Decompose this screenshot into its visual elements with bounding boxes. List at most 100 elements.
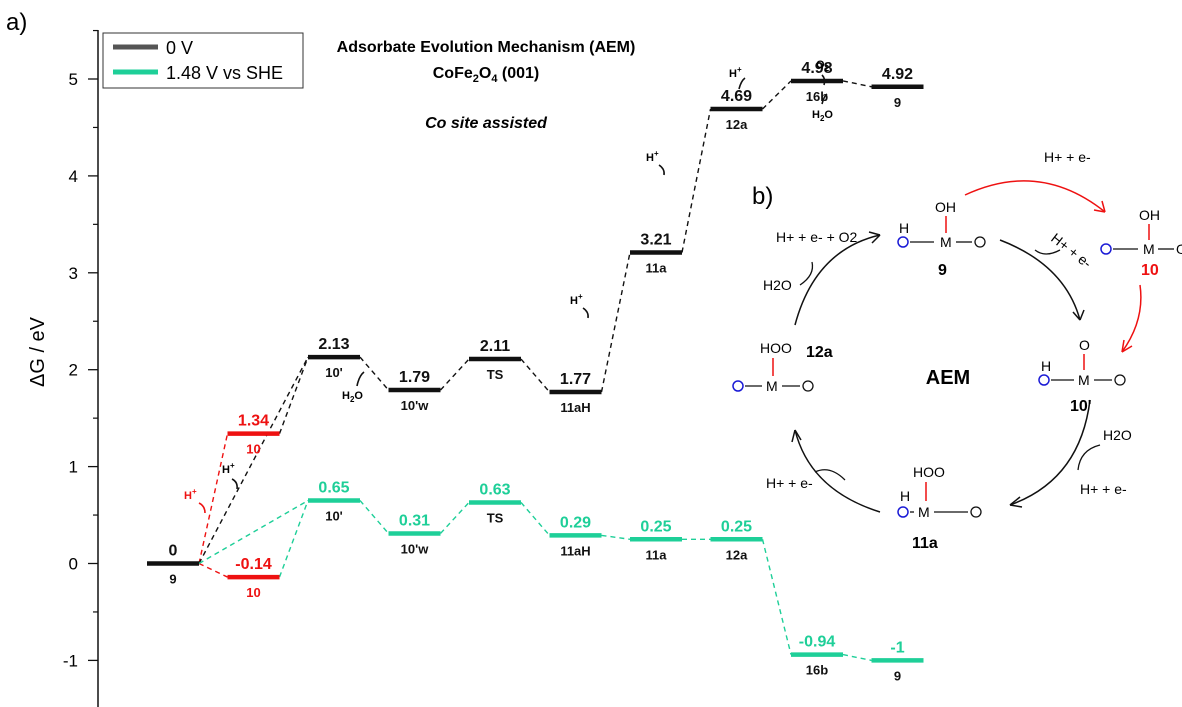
- oxygen-atom-icon: [732, 380, 744, 392]
- panel-a-label: a): [6, 9, 27, 36]
- level-connector: [198, 499, 309, 565]
- level-value-label: 3.21: [640, 231, 671, 248]
- step-label-9-to-10p: H+ + e-: [1048, 230, 1095, 272]
- level-value-label: 4.92: [882, 66, 913, 83]
- chart-subtitle: CoFe2O4 (001): [433, 65, 540, 85]
- level-connector: [761, 539, 792, 655]
- level-value-label: 0: [169, 543, 178, 560]
- level-state-label: 9: [894, 668, 901, 683]
- level-value-label: -0.14: [235, 556, 272, 573]
- panel-b-label: b): [752, 183, 773, 210]
- state-10-id: 10: [1141, 262, 1159, 279]
- annotation-h-plus-3: H+: [646, 149, 659, 164]
- metal-atom: M: [1143, 241, 1155, 257]
- step-annotations: H+ H+ H2O H+ H+ H+ O2 H2O: [184, 59, 833, 514]
- oxygen-atom-icon: [970, 506, 982, 518]
- cycle-arrow-9-to-10: [964, 180, 1106, 213]
- level-state-label: 10: [246, 585, 260, 600]
- level-value-label: 0.25: [721, 518, 752, 535]
- state-9-h: H: [899, 220, 909, 236]
- legend-box: [102, 32, 304, 89]
- level-value-label: -1: [890, 639, 904, 656]
- y-tick-label: 3: [69, 264, 78, 283]
- state-9-id: 9: [938, 262, 947, 279]
- cycle-state-10p: O H M 10': [1038, 337, 1126, 415]
- step-label-12a-in: H2O: [763, 277, 792, 293]
- y-axis: -1 0 1 2 3 4 5: [63, 29, 99, 707]
- y-tick-label: 5: [69, 70, 78, 89]
- level-connector: [198, 562, 228, 578]
- catalytic-cycle: b) AEM H+ + e- H+ + e- H2O H+ + e- H+ + …: [732, 149, 1182, 552]
- curved-arrow-icon: [738, 77, 746, 90]
- state-10p-top: O: [1079, 337, 1090, 353]
- step-label-12a-out: H+ + e- + O2: [776, 229, 858, 245]
- y-axis-label: ΔG / eV: [27, 316, 49, 387]
- level-connector: [762, 80, 792, 110]
- state-9-top: OH: [935, 199, 956, 215]
- level-connector: [520, 358, 551, 393]
- level-state-label: 9: [169, 572, 176, 587]
- oxygen-atom-icon: [974, 236, 986, 248]
- state-11a-id: 11a: [912, 535, 938, 552]
- annotation-h-plus-1: H+: [222, 461, 235, 476]
- level-value-label: 0.65: [318, 480, 349, 497]
- level-connector: [439, 501, 470, 534]
- arrowhead-icon: [868, 231, 881, 244]
- y-tick-label: 2: [69, 361, 78, 380]
- arrowhead-icon: [1072, 309, 1085, 321]
- oxygen-atom-icon: [1100, 243, 1112, 255]
- cycle-arrow-9-to-10p: [999, 239, 1081, 321]
- y-tick-label: 4: [69, 167, 78, 186]
- level-connector: [681, 108, 712, 253]
- level-connector: [600, 252, 631, 393]
- level-connector: [842, 80, 872, 88]
- state-11a-top: HOO: [913, 464, 945, 480]
- annotation-h2o-2: H2O: [812, 109, 833, 123]
- level-connector: [198, 433, 229, 564]
- y-tick-label: 0: [69, 555, 78, 574]
- level-connector: [439, 358, 470, 391]
- level-state-label: 12a: [726, 117, 748, 132]
- annotation-h-plus-red: H+: [184, 487, 197, 502]
- level-value-label: 2.11: [480, 338, 510, 355]
- level-state-label: TS: [487, 510, 504, 525]
- oxygen-atom-icon: [897, 506, 909, 518]
- level-state-label: 11aH: [560, 400, 590, 415]
- cycle-state-10: OH M O 10: [1100, 207, 1182, 279]
- level-connector: [278, 500, 309, 578]
- level-state-label: TS: [487, 367, 504, 382]
- step-label-11a-to-12a: H+ + e-: [766, 475, 813, 491]
- y-tick-label: -1: [63, 651, 78, 670]
- curved-arrow-icon: [198, 502, 206, 514]
- state-10p-h: H: [1041, 358, 1051, 374]
- level-state-label: 10'w: [401, 398, 430, 413]
- oxygen-atom-icon: [802, 380, 814, 392]
- metal-atom: M: [1078, 372, 1090, 388]
- curved-arrow-icon: [231, 478, 238, 490]
- level-value-label: 2.13: [318, 336, 349, 353]
- cycle-state-11a: HOO H M 11a: [897, 464, 982, 552]
- level-value-label: 1.79: [399, 369, 430, 386]
- level-value-label: -0.94: [799, 634, 836, 651]
- cycle-arrow-10p-to-11a: [1009, 399, 1091, 506]
- oxygen-atom-icon: [1114, 374, 1126, 386]
- side-arrow-icon: [799, 261, 814, 286]
- curved-arrow-icon: [356, 371, 365, 387]
- cycle-center-label: AEM: [926, 367, 970, 389]
- level-state-label: 10'w: [401, 541, 430, 556]
- cycle-state-12a: HOO 12a M: [732, 340, 833, 394]
- annotation-h2o: H2O: [342, 390, 363, 404]
- level-connector: [278, 356, 309, 434]
- step-label-9-to-10: H+ + e-: [1044, 149, 1091, 165]
- state-12a-top: HOO: [760, 340, 792, 356]
- level-connector: [601, 534, 631, 540]
- level-state-label: 10': [325, 509, 343, 524]
- oxygen-atom-partial: O: [1176, 241, 1182, 257]
- level-state-label: 11a: [646, 260, 668, 275]
- level-value-label: 0.31: [399, 512, 430, 529]
- curved-arrow-icon: [821, 93, 828, 105]
- level-connector: [520, 501, 551, 536]
- level-state-label: 16b: [806, 663, 828, 678]
- level-value-label: 4.98: [801, 60, 832, 77]
